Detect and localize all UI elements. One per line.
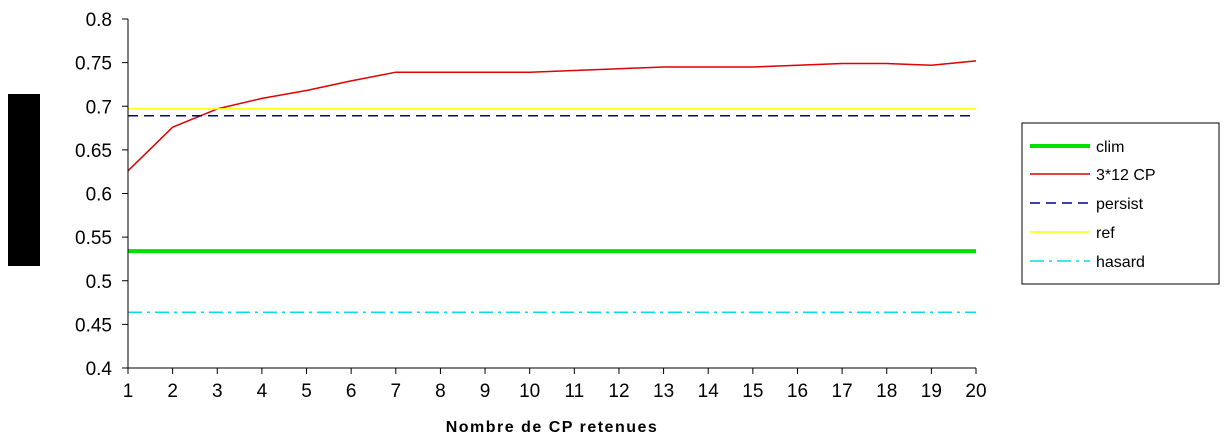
x-tick-label: 12 — [608, 381, 629, 402]
x-tick-label: 7 — [391, 381, 402, 402]
x-tick-label: 9 — [480, 381, 491, 402]
x-tick-label: 16 — [787, 381, 808, 402]
x-tick-label: 14 — [698, 381, 720, 402]
x-tick-label: 19 — [921, 381, 942, 402]
legend-entry: ref — [1030, 225, 1115, 242]
x-tick-label: 5 — [301, 381, 312, 402]
y-tick-label: 0.45 — [75, 315, 112, 336]
x-tick-label: 4 — [257, 381, 268, 402]
y-axis-title — [8, 94, 40, 266]
legend-label: persist — [1096, 196, 1144, 213]
legend-entry: clim — [1030, 139, 1124, 156]
x-tick-label: 8 — [435, 381, 446, 402]
y-tick-label: 0.65 — [75, 141, 112, 162]
legend-label: ref — [1096, 225, 1115, 242]
y-tick-label: 0.55 — [75, 228, 112, 249]
x-tick-label: 13 — [653, 381, 674, 402]
x-tick-label: 3 — [212, 381, 223, 402]
y-ticks: 0.4 0.45 0.5 0.55 0.6 0.65 0.7 0.75 0.8 — [75, 10, 128, 380]
y-tick-label: 0.4 — [86, 359, 113, 380]
x-tick-label: 10 — [519, 381, 540, 402]
x-tick-label: 6 — [346, 381, 357, 402]
x-ticks: 1 2 3 4 5 6 7 8 9 10 11 12 13 14 15 16 17 18 19 20 — [123, 368, 987, 402]
y-tick-label: 0.75 — [75, 54, 112, 75]
x-tick-label: 11 — [564, 381, 584, 402]
x-axis-title: Nombre de CP retenues — [446, 419, 659, 436]
x-tick-label: 2 — [167, 381, 178, 402]
legend: clim 3*12 CP persist ref hasard — [1021, 122, 1220, 285]
legend-label: hasard — [1096, 254, 1145, 271]
legend-entry: persist — [1030, 196, 1144, 213]
x-tick-label: 15 — [742, 381, 763, 402]
x-tick-label: 20 — [965, 381, 986, 402]
y-tick-label: 0.6 — [86, 185, 112, 206]
series-line-3-12-cp — [127, 60, 977, 172]
x-tick-label: 17 — [832, 381, 853, 402]
y-tick-label: 0.7 — [86, 97, 112, 118]
series-layer — [127, 60, 977, 313]
x-tick-label: 18 — [876, 381, 897, 402]
legend-entry: 3*12 CP — [1030, 167, 1156, 184]
legend-entry: hasard — [1030, 254, 1145, 271]
legend-items: clim 3*12 CP persist ref hasard — [1030, 139, 1156, 271]
legend-label: clim — [1096, 139, 1124, 156]
legend-label: 3*12 CP — [1096, 167, 1156, 184]
x-tick-label: 1 — [123, 381, 134, 402]
y-tick-label: 0.8 — [86, 10, 112, 31]
y-tick-label: 0.5 — [86, 272, 112, 293]
